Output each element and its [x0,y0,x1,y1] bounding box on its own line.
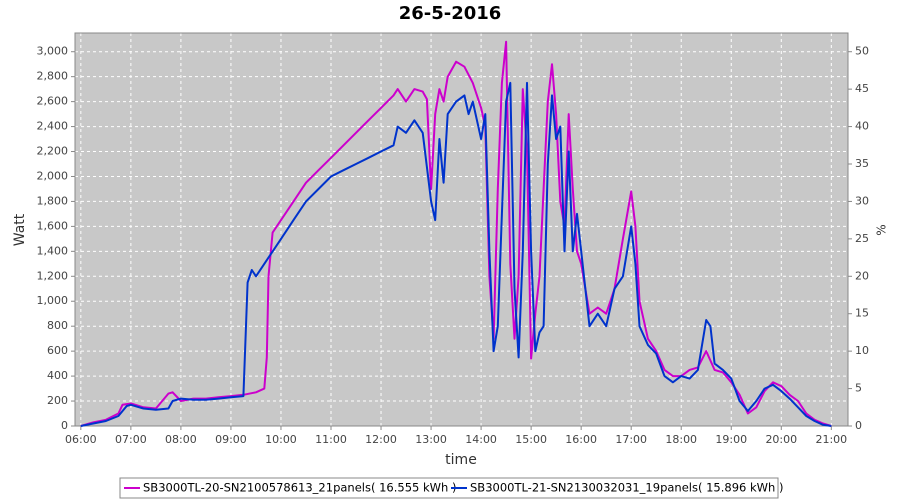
y2-axis-label: % [875,224,889,235]
y-tick-label: 1,600 [37,219,69,232]
x-tick-label: 19:00 [715,433,747,446]
x-tick-label: 17:00 [615,433,647,446]
legend-label: SB3000TL-21-SN2130032031_19panels( 15.89… [470,481,783,495]
y2-tick-label: 25 [855,232,869,245]
y-tick-label: 2,000 [37,169,69,182]
x-tick-label: 16:00 [565,433,597,446]
y2-tick-label: 30 [855,194,869,207]
x-tick-label: 11:00 [315,433,347,446]
y-tick-label: 600 [47,344,68,357]
y-tick-label: 1,200 [37,269,69,282]
plot-border [74,32,849,427]
y-tick-label: 200 [47,394,68,407]
y2-tick-label: 50 [855,45,869,58]
x-tick-label: 12:00 [365,433,397,446]
y2-tick-label: 40 [855,120,869,133]
y-tick-label: 0 [61,419,68,432]
y2-tick-label: 10 [855,344,869,357]
y-tick-label: 2,800 [37,70,69,83]
x-tick-label: 08:00 [165,433,197,446]
y-axis-label: Watt [12,213,28,246]
chart-title: 26-5-2016 [399,3,502,24]
y2-tick-label: 20 [855,269,869,282]
x-tick-label: 14:00 [465,433,497,446]
y-tick-label: 400 [47,369,68,382]
y-tick-label: 3,000 [37,45,69,58]
legend [119,477,779,499]
y-tick-label: 1,000 [37,294,69,307]
y-tick-label: 2,400 [37,120,69,133]
x-axis-label: time [445,452,477,468]
y2-tick-label: 35 [855,157,869,170]
y-tick-label: 1,800 [37,194,69,207]
x-tick-label: 15:00 [515,433,547,446]
y2-tick-label: 5 [855,382,862,395]
plot-area [75,33,848,426]
y-tick-label: 2,200 [37,145,69,158]
x-tick-label: 20:00 [765,433,797,446]
x-tick-label: 18:00 [665,433,697,446]
y2-tick-label: 15 [855,307,869,320]
y-tick-label: 2,600 [37,95,69,108]
legend-label: SB3000TL-20-SN2100578613_21panels( 16.55… [143,481,456,495]
series-line [80,40,832,427]
x-tick-label: 07:00 [115,433,147,446]
x-tick-label: 06:00 [65,433,97,446]
x-tick-label: 13:00 [415,433,447,446]
y2-tick-label: 45 [855,82,869,95]
y2-tick-label: 0 [855,419,862,432]
x-tick-label: 09:00 [215,433,247,446]
y-tick-label: 800 [47,319,68,332]
y-tick-label: 1,400 [37,244,69,257]
series-line [80,81,832,427]
x-tick-label: 10:00 [265,433,297,446]
x-tick-label: 21:00 [815,433,847,446]
